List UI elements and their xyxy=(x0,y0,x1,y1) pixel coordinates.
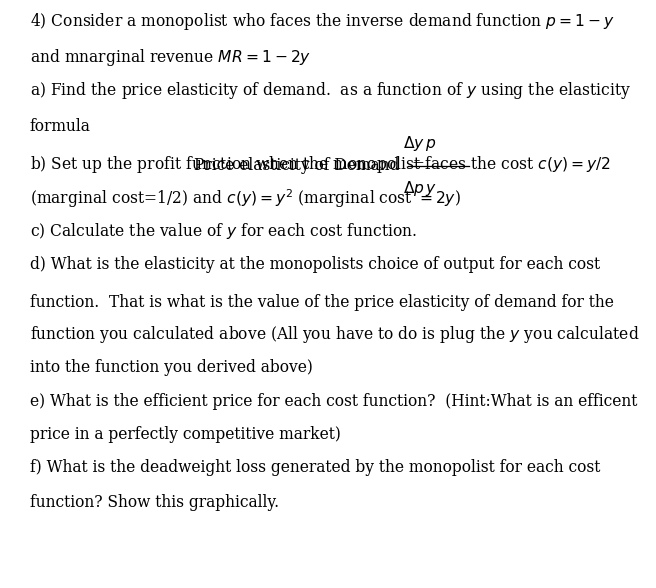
Text: f) What is the deadweight loss generated by the monopolist for each cost: f) What is the deadweight loss generated… xyxy=(30,459,600,476)
Text: a) Find the price elasticity of demand.  as a function of $y$ using the elastici: a) Find the price elasticity of demand. … xyxy=(30,80,631,101)
Text: price in a perfectly competitive market): price in a perfectly competitive market) xyxy=(30,426,340,443)
Text: and mnarginal revenue $MR = 1 - 2y$: and mnarginal revenue $MR = 1 - 2y$ xyxy=(30,46,311,68)
Text: c) Calculate the value of $y$ for each cost function.: c) Calculate the value of $y$ for each c… xyxy=(30,221,417,242)
Text: function.  That is what is the value of the price elasticity of demand for the: function. That is what is the value of t… xyxy=(30,294,613,311)
Text: into the function you derived above): into the function you derived above) xyxy=(30,359,312,376)
Text: $\Delta y\, p$: $\Delta y\, p$ xyxy=(403,134,436,153)
Text: 4) Consider a monopolist who faces the inverse demand function $p = 1 - y$: 4) Consider a monopolist who faces the i… xyxy=(30,11,614,32)
Text: function? Show this graphically.: function? Show this graphically. xyxy=(30,494,279,511)
Text: (marginal cost=1/2) and $c(y) = y^2$ (marginal cost $=2y$): (marginal cost=1/2) and $c(y) = y^2$ (ma… xyxy=(30,188,461,210)
Text: formula: formula xyxy=(30,118,91,135)
Text: e) What is the efficient price for each cost function?  (Hint:What is an efficen: e) What is the efficient price for each … xyxy=(30,393,637,410)
Text: b) Set up the profit function when the monopolist faces the cost $c(y) = y/2$: b) Set up the profit function when the m… xyxy=(30,153,610,175)
Text: Price elasticity of Demand: Price elasticity of Demand xyxy=(194,158,399,174)
Text: =: = xyxy=(407,158,424,174)
Text: $\Delta p\, y$: $\Delta p\, y$ xyxy=(403,179,437,198)
Text: function you calculated above (All you have to do is plug the $y$ you calculated: function you calculated above (All you h… xyxy=(30,324,639,345)
Text: d) What is the elasticity at the monopolists choice of output for each cost: d) What is the elasticity at the monopol… xyxy=(30,256,600,273)
